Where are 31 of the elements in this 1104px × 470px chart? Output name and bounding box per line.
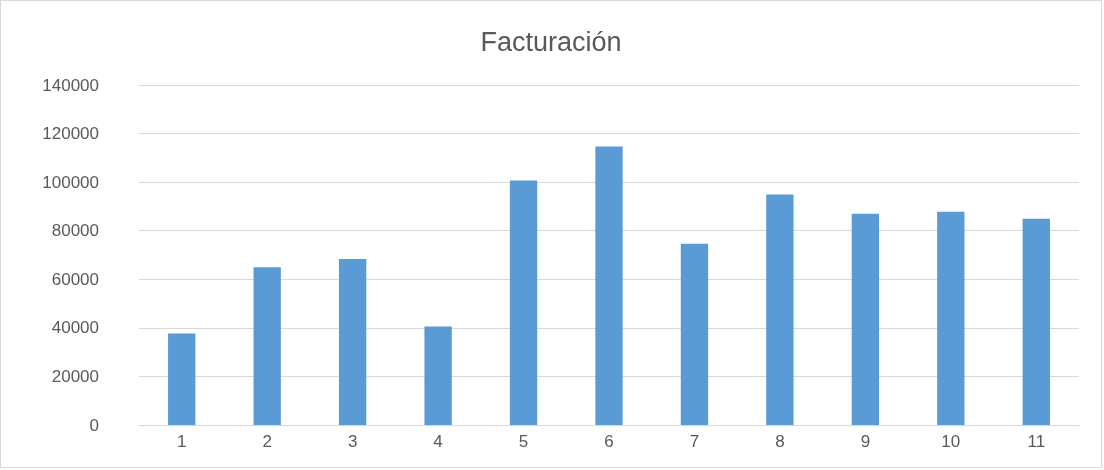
bar [851, 213, 880, 425]
bar [168, 333, 196, 425]
y-tick-label: 60000 [51, 269, 99, 289]
x-tick-label: 3 [347, 432, 358, 451]
x-tick-label: 2 [262, 432, 272, 451]
x-tick-label: 10 [941, 432, 961, 451]
x-tick-label: 1 [176, 432, 187, 451]
y-tick-label: 40000 [51, 318, 99, 338]
y-tick-label: 140000 [42, 75, 99, 95]
y-tick-label: 80000 [51, 221, 99, 241]
x-tick-label: 7 [689, 432, 700, 451]
x-tick-label: 4 [433, 432, 443, 451]
bar [253, 267, 281, 425]
bar [1022, 218, 1050, 425]
bar [424, 326, 452, 425]
bar [766, 194, 794, 425]
x-tick-label: 8 [775, 432, 785, 451]
y-tick-label: 100000 [42, 172, 99, 192]
y-tick-label: 120000 [42, 124, 99, 144]
x-tick-label: 9 [860, 432, 871, 451]
x-tick-label: 11 [1027, 432, 1046, 451]
bar [338, 258, 367, 425]
bar [680, 243, 709, 425]
y-tick-label: 20000 [51, 366, 99, 386]
chart-title: Facturación [480, 26, 622, 57]
bar [937, 211, 965, 425]
y-tick-label: 0 [89, 415, 99, 435]
x-tick-label: 5 [518, 432, 529, 451]
x-tick-label: 6 [604, 432, 614, 451]
bar [509, 180, 538, 425]
bar [595, 146, 623, 425]
